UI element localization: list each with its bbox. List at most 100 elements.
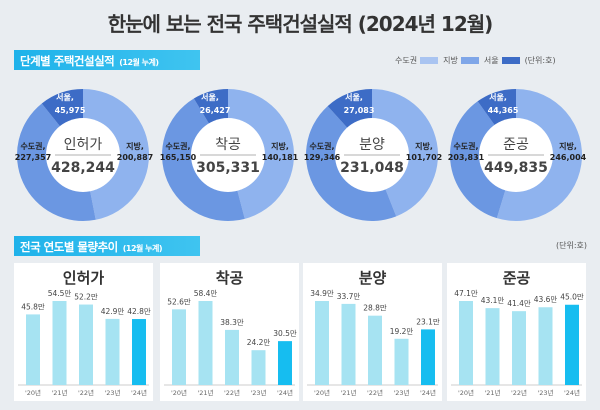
bar [79, 304, 93, 385]
bar-value-label: 30.5만 [273, 329, 297, 338]
bar [538, 307, 553, 385]
bar-value-label: 52.6만 [167, 297, 191, 306]
year-label: '24년 [564, 388, 580, 397]
year-label: '22년 [78, 388, 94, 397]
bar [198, 301, 213, 385]
label-sudo-name: 수도권, [20, 141, 45, 151]
label-sudo-name: 수도권, [309, 141, 334, 151]
bar [132, 319, 146, 385]
year-label: '20년 [458, 388, 474, 397]
donut-title: 착공 [215, 137, 241, 153]
label-seoul-name: 서울, [201, 92, 219, 102]
label-sudo-value: 129,346 [304, 153, 341, 162]
bar [394, 338, 409, 385]
section-header-trend: 전국 연도별 물량추이 (12월 누계) [14, 236, 200, 256]
bar [105, 318, 120, 385]
bar-value-label: 23.1만 [416, 317, 440, 326]
bar-panel-착공: 착공 52.6만 '20년 58.4만 '21년 38.3만 '22년 24.2만 '23년 30… [160, 263, 299, 401]
donut-착공: 착공 305,331 지방, 140,181 수도권, 165,150 서울, 26,427 [160, 89, 299, 222]
slice-sudo [16, 103, 96, 221]
bar [225, 329, 239, 385]
year-label: '21년 [484, 388, 500, 397]
bar-value-label: 38.3만 [220, 318, 244, 327]
unit-label: (단위:호) [556, 241, 588, 250]
bar-value-label: 42.8만 [127, 307, 151, 316]
donut-인허가: 인허가 428,244 지방, 200,887 수도권, 227,357 서울, 45,975 [15, 89, 153, 221]
label-jibang-name: 지방, [271, 141, 289, 151]
legend: 수도권 지방 서울 (단위:호) [395, 55, 556, 66]
bar [565, 304, 579, 385]
slice-sudo [305, 106, 397, 222]
bar [459, 301, 473, 385]
label-seoul-name: 서울, [489, 92, 507, 102]
year-label: '23년 [250, 388, 266, 397]
legend-sudo: 수도권 [395, 55, 439, 66]
slice-seoul [41, 89, 83, 130]
section-title: 단계별 주택건설실적 [20, 54, 115, 68]
year-label: '20년 [314, 388, 330, 397]
year-label: '22년 [224, 388, 240, 397]
year-label: '23년 [537, 388, 553, 397]
donut-total: 231,048 [340, 160, 404, 176]
label-jibang-value: 246,004 [550, 153, 587, 162]
page-title: 한눈에 보는 전국 주택건설실적 (2024년 12월) [107, 12, 494, 36]
legend-seoul: 서울 [484, 55, 520, 66]
panel-title: 준공 [502, 269, 531, 287]
slice-seoul [477, 89, 516, 129]
bar-value-label: 33.7만 [337, 292, 361, 301]
label-jibang-value: 140,181 [262, 153, 299, 162]
bar-value-label: 47.1만 [454, 289, 478, 298]
section-title: 전국 연도별 물량추이 [20, 240, 118, 254]
panel-title: 분양 [358, 269, 387, 287]
bar [278, 341, 292, 385]
bar [512, 311, 526, 385]
bar [251, 350, 266, 385]
label-sudo-value: 165,150 [160, 153, 197, 162]
bar [26, 314, 40, 385]
donut-분양: 분양 231,048 지방, 101,702 수도권, 129,346 서울, 27,083 [304, 89, 442, 222]
bar-value-label: 19.2만 [390, 327, 414, 336]
year-label: '22년 [511, 388, 527, 397]
bar [341, 303, 356, 385]
bar-value-label: 28.8만 [363, 304, 387, 313]
year-label: '23년 [393, 388, 409, 397]
bar-value-label: 41.4만 [507, 299, 531, 308]
label-seoul-value: 27,083 [344, 106, 375, 115]
bar-value-label: 52.2만 [74, 293, 98, 302]
donut-title: 준공 [503, 137, 529, 153]
bar-value-label: 45.8만 [21, 302, 45, 311]
label-seoul-value: 26,427 [200, 106, 231, 115]
year-label: '20년 [171, 388, 187, 397]
section-subtitle: (12월 누계) [122, 244, 163, 253]
bar-value-label: 54.5만 [48, 289, 72, 298]
label-sudo-name: 수도권, [453, 141, 478, 151]
label-sudo-value: 203,831 [448, 153, 485, 162]
donut-title: 인허가 [64, 137, 103, 153]
year-label: '21년 [340, 388, 356, 397]
year-label: '22년 [367, 388, 383, 397]
bar-panel-인허가: 인허가 45.8만 '20년 54.5만 '21년 52.2만 '22년 42.9만 '23년 4… [14, 263, 153, 401]
donut-total: 305,331 [196, 160, 260, 176]
bar-value-label: 45.0만 [560, 293, 584, 302]
bar [172, 309, 186, 385]
bar [52, 301, 67, 385]
bar [485, 308, 500, 385]
year-label: '21년 [51, 388, 67, 397]
year-label: '21년 [197, 388, 213, 397]
bar-value-label: 42.9만 [101, 307, 125, 316]
legend-unit: (단위:호) [524, 56, 556, 65]
label-jibang-name: 지방, [126, 141, 144, 151]
legend-jibang: 지방 [443, 55, 479, 66]
bar [421, 329, 435, 385]
year-label: '24년 [131, 388, 147, 397]
donut-title: 분양 [359, 137, 385, 153]
year-label: '24년 [420, 388, 436, 397]
section-subtitle: (12월 누계) [119, 58, 159, 67]
label-sudo-value: 227,357 [15, 153, 51, 162]
panel-title: 착공 [215, 269, 244, 287]
donut-charts: 인허가 428,244 지방, 200,887 수도권, 227,357 서울, 45,975… [15, 89, 587, 222]
label-sudo-name: 수도권, [165, 141, 190, 151]
label-jibang-name: 지방, [415, 141, 433, 151]
year-label: '24년 [277, 388, 293, 397]
label-jibang-value: 101,702 [406, 153, 442, 162]
